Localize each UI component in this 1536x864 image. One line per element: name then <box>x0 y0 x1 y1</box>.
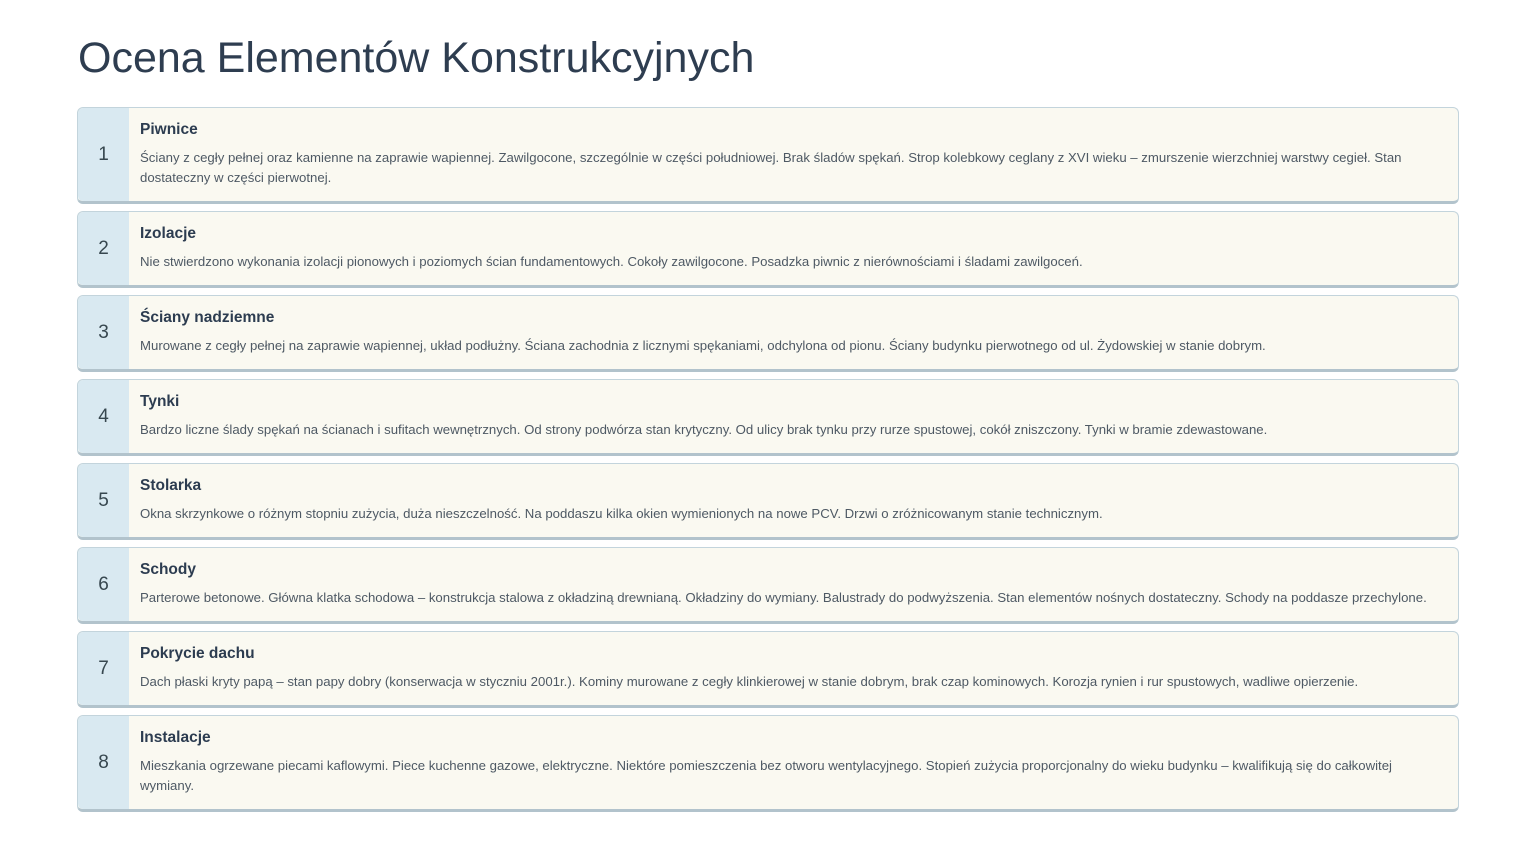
list-item: 8 Instalacje Mieszkania ogrzewane piecam… <box>77 715 1459 812</box>
list-item: 5 Stolarka Okna skrzynkowe o różnym stop… <box>77 463 1459 540</box>
item-number-badge: 5 <box>78 464 129 537</box>
item-heading: Piwnice <box>140 121 198 138</box>
item-number-badge: 2 <box>78 212 129 285</box>
page-title: Ocena Elementów Konstrukcyjnych <box>78 34 755 82</box>
item-number-badge: 3 <box>78 296 129 369</box>
item-number-badge: 8 <box>78 716 129 809</box>
item-number-badge: 6 <box>78 548 129 621</box>
list-item: 6 Schody Parterowe betonowe. Główna klat… <box>77 547 1459 624</box>
item-content: Stolarka Okna skrzynkowe o różnym stopni… <box>129 464 1458 537</box>
item-description: Nie stwierdzono wykonania izolacji piono… <box>140 254 1083 269</box>
item-number-badge: 4 <box>78 380 129 453</box>
item-heading: Pokrycie dachu <box>140 645 255 662</box>
item-heading: Instalacje <box>140 729 211 746</box>
item-content: Piwnice Ściany z cegły pełnej oraz kamie… <box>129 108 1458 201</box>
item-content: Tynki Bardzo liczne ślady spękań na ścia… <box>129 380 1458 453</box>
item-number-badge: 1 <box>78 108 129 201</box>
item-content: Schody Parterowe betonowe. Główna klatka… <box>129 548 1458 621</box>
item-content: Izolacje Nie stwierdzono wykonania izola… <box>129 212 1458 285</box>
item-description: Parterowe betonowe. Główna klatka schodo… <box>140 590 1427 605</box>
item-description: Dach płaski kryty papą – stan papy dobry… <box>140 674 1359 689</box>
item-content: Instalacje Mieszkania ogrzewane piecami … <box>129 716 1458 809</box>
item-description: Ściany z cegły pełnej oraz kamienne na z… <box>140 150 1402 185</box>
item-number-badge: 7 <box>78 632 129 705</box>
list-item: 3 Ściany nadziemne Murowane z cegły pełn… <box>77 295 1459 372</box>
item-description: Mieszkania ogrzewane piecami kaflowymi. … <box>140 758 1392 793</box>
item-heading: Ściany nadziemne <box>140 309 275 326</box>
item-heading: Schody <box>140 561 196 578</box>
item-heading: Stolarka <box>140 477 202 494</box>
list-item: 1 Piwnice Ściany z cegły pełnej oraz kam… <box>77 107 1459 204</box>
item-content: Ściany nadziemne Murowane z cegły pełnej… <box>129 296 1458 369</box>
item-heading: Izolacje <box>140 225 196 242</box>
assessment-list: 1 Piwnice Ściany z cegły pełnej oraz kam… <box>77 107 1459 812</box>
list-item: 4 Tynki Bardzo liczne ślady spękań na śc… <box>77 379 1459 456</box>
item-heading: Tynki <box>140 393 180 410</box>
item-description: Murowane z cegły pełnej na zaprawie wapi… <box>140 338 1266 353</box>
list-item: 7 Pokrycie dachu Dach płaski kryty papą … <box>77 631 1459 708</box>
list-item: 2 Izolacje Nie stwierdzono wykonania izo… <box>77 211 1459 288</box>
item-content: Pokrycie dachu Dach płaski kryty papą – … <box>129 632 1458 705</box>
item-description: Okna skrzynkowe o różnym stopniu zużycia… <box>140 506 1103 521</box>
item-description: Bardzo liczne ślady spękań na ścianach i… <box>140 422 1268 437</box>
